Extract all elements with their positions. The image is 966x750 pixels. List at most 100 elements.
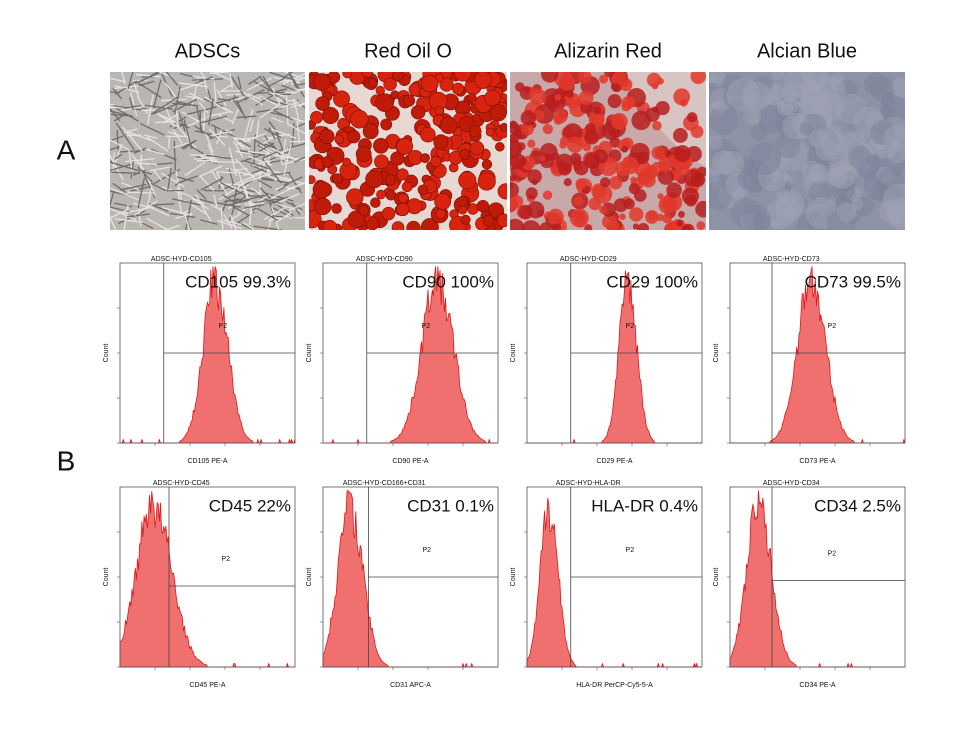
nodule <box>563 178 572 187</box>
nodule <box>651 82 659 90</box>
cell <box>234 167 248 171</box>
nodule <box>607 94 622 109</box>
cell <box>254 139 266 148</box>
cell <box>115 122 135 150</box>
cell <box>220 207 224 230</box>
cell <box>218 114 234 123</box>
droplet <box>334 134 345 145</box>
droplet <box>469 125 482 138</box>
cell <box>113 104 142 111</box>
nodule <box>585 122 596 134</box>
droplet <box>482 214 495 227</box>
cell <box>173 140 177 172</box>
stain <box>748 142 782 175</box>
annotation: CD34 2.5% <box>814 496 901 515</box>
cell <box>113 85 140 90</box>
cell <box>288 116 305 123</box>
cell <box>196 105 203 134</box>
cell <box>287 123 305 135</box>
nodule <box>621 96 635 110</box>
droplet <box>309 199 316 212</box>
cell <box>147 185 153 207</box>
cell <box>110 190 115 208</box>
cell <box>110 135 124 142</box>
histogram-title: ADSC-HYD-CD34 <box>763 480 820 487</box>
nodule <box>681 187 700 205</box>
nodule <box>599 205 608 214</box>
cell <box>272 92 286 98</box>
stain <box>808 163 829 185</box>
cell <box>257 179 273 189</box>
cell <box>160 172 185 188</box>
cell <box>222 194 237 205</box>
cell <box>137 177 145 208</box>
cell <box>213 194 218 208</box>
nodule <box>658 196 676 214</box>
droplet <box>420 153 430 164</box>
cell <box>256 207 279 222</box>
cell <box>175 170 183 202</box>
droplet <box>381 206 396 221</box>
nodule <box>518 157 527 166</box>
cell <box>264 135 275 150</box>
cell <box>198 165 223 178</box>
cell <box>236 115 257 119</box>
nodule <box>673 88 691 106</box>
cell <box>164 224 180 230</box>
cell <box>237 153 265 164</box>
nodule <box>566 136 584 153</box>
nodule <box>524 87 531 94</box>
cell <box>247 151 274 156</box>
cell <box>275 177 305 185</box>
droplet <box>310 110 323 124</box>
nodule <box>652 120 662 131</box>
stain <box>768 85 784 102</box>
nodule <box>577 72 592 84</box>
cell <box>246 77 273 91</box>
gate-label: P2 <box>828 323 837 330</box>
cell <box>137 96 149 115</box>
cell <box>194 130 215 136</box>
droplet <box>497 183 507 200</box>
droplet <box>361 72 373 78</box>
cell <box>199 72 206 78</box>
droplet <box>374 154 389 170</box>
cell <box>268 120 280 135</box>
cell <box>124 128 138 133</box>
nodule <box>584 129 600 145</box>
cell <box>271 117 284 123</box>
cell <box>277 183 290 192</box>
cell <box>208 128 226 146</box>
stain <box>742 204 771 230</box>
nodule <box>637 173 648 183</box>
nodule <box>695 200 706 218</box>
x-axis-label: CD90 PE-A <box>392 458 429 465</box>
droplet <box>332 173 343 185</box>
nodule <box>629 207 644 222</box>
nodule <box>656 77 664 85</box>
droplet <box>376 189 386 200</box>
cell <box>200 177 224 191</box>
nodule <box>598 74 609 84</box>
gate-label: P2 <box>422 323 431 330</box>
histogram-curve <box>729 490 906 668</box>
cell <box>216 129 223 145</box>
nodule <box>588 197 602 211</box>
nodule <box>527 169 542 184</box>
nodule <box>533 109 545 121</box>
stain <box>892 76 905 99</box>
cell <box>154 203 175 206</box>
nodule <box>593 149 608 164</box>
cell <box>279 193 301 203</box>
droplet <box>406 220 421 230</box>
cell <box>229 73 233 89</box>
droplet <box>485 127 495 137</box>
droplet <box>313 197 332 216</box>
droplet <box>383 77 397 91</box>
droplet <box>342 72 353 79</box>
nodule <box>690 72 706 85</box>
cell <box>259 187 272 200</box>
nodule <box>613 198 628 213</box>
droplet <box>312 180 331 199</box>
cell <box>262 133 290 140</box>
